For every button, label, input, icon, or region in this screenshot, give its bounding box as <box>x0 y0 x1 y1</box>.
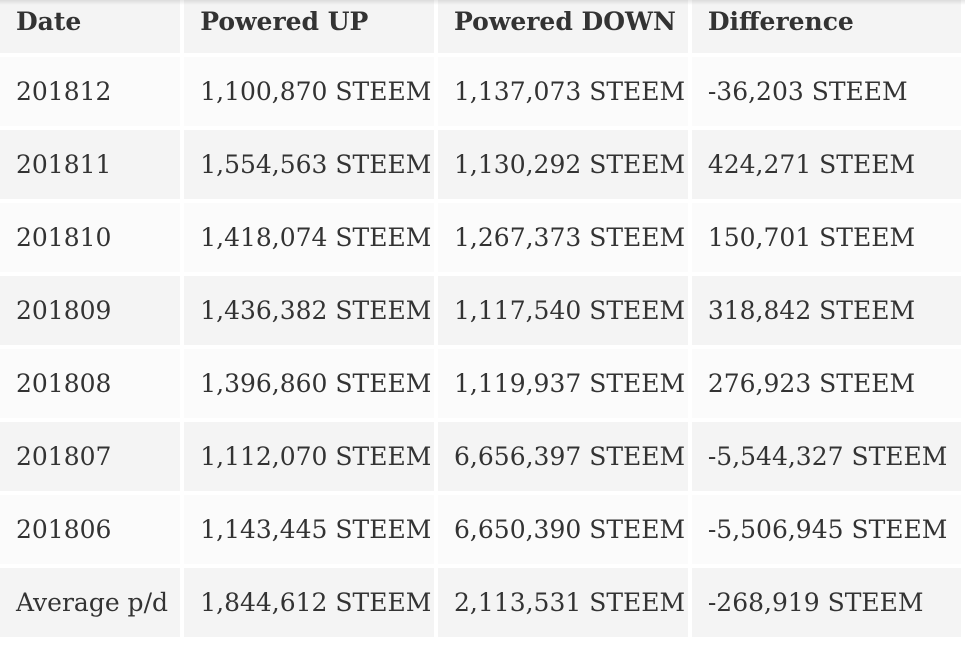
cell-powered-up: 1,100,870 STEEM <box>184 57 435 126</box>
cell-powered-down: 6,650,390 STEEM <box>438 495 688 564</box>
table-row: 201812 1,100,870 STEEM 1,137,073 STEEM -… <box>0 57 961 126</box>
cell-powered-down: 6,656,397 STEEM <box>438 422 688 491</box>
header-difference: Difference <box>691 0 961 53</box>
scroll-shadow <box>0 0 965 5</box>
cell-powered-down: 1,130,292 STEEM <box>438 130 688 199</box>
cell-date: 201807 <box>0 422 181 491</box>
table-row: 201808 1,396,860 STEEM 1,119,937 STEEM 2… <box>0 349 961 418</box>
table-row: 201810 1,418,074 STEEM 1,267,373 STEEM 1… <box>0 203 961 272</box>
cell-date: 201808 <box>0 349 181 418</box>
table-header-row: Date Powered UP Powered DOWN Difference <box>0 0 961 53</box>
cell-difference: -36,203 STEEM <box>691 57 961 126</box>
cell-powered-up: 1,396,860 STEEM <box>184 349 435 418</box>
cell-date: Average p/d <box>0 568 181 637</box>
cell-difference: -268,919 STEEM <box>691 568 961 637</box>
table-row: 201811 1,554,563 STEEM 1,130,292 STEEM 4… <box>0 130 961 199</box>
cell-powered-down: 1,119,937 STEEM <box>438 349 688 418</box>
cell-difference: -5,506,945 STEEM <box>691 495 961 564</box>
cell-date: 201812 <box>0 57 181 126</box>
cell-powered-up: 1,436,382 STEEM <box>184 276 435 345</box>
cell-powered-up: 1,143,445 STEEM <box>184 495 435 564</box>
cell-powered-up: 1,844,612 STEEM <box>184 568 435 637</box>
cell-powered-down: 2,113,531 STEEM <box>438 568 688 637</box>
cell-difference: 276,923 STEEM <box>691 349 961 418</box>
cell-powered-up: 1,418,074 STEEM <box>184 203 435 272</box>
table-row-average: Average p/d 1,844,612 STEEM 2,113,531 ST… <box>0 568 961 637</box>
cell-powered-down: 1,117,540 STEEM <box>438 276 688 345</box>
cell-powered-down: 1,137,073 STEEM <box>438 57 688 126</box>
table-row: 201809 1,436,382 STEEM 1,117,540 STEEM 3… <box>0 276 961 345</box>
header-powered-up: Powered UP <box>184 0 435 53</box>
cell-powered-up: 1,554,563 STEEM <box>184 130 435 199</box>
table-row: 201806 1,143,445 STEEM 6,650,390 STEEM -… <box>0 495 961 564</box>
table-row: 201807 1,112,070 STEEM 6,656,397 STEEM -… <box>0 422 961 491</box>
header-powered-down: Powered DOWN <box>438 0 688 53</box>
cell-date: 201810 <box>0 203 181 272</box>
cell-date: 201809 <box>0 276 181 345</box>
cell-powered-up: 1,112,070 STEEM <box>184 422 435 491</box>
cell-difference: 150,701 STEEM <box>691 203 961 272</box>
header-date: Date <box>0 0 181 53</box>
cell-difference: -5,544,327 STEEM <box>691 422 961 491</box>
cell-difference: 424,271 STEEM <box>691 130 961 199</box>
cell-difference: 318,842 STEEM <box>691 276 961 345</box>
cell-powered-down: 1,267,373 STEEM <box>438 203 688 272</box>
cell-date: 201811 <box>0 130 181 199</box>
cell-date: 201806 <box>0 495 181 564</box>
